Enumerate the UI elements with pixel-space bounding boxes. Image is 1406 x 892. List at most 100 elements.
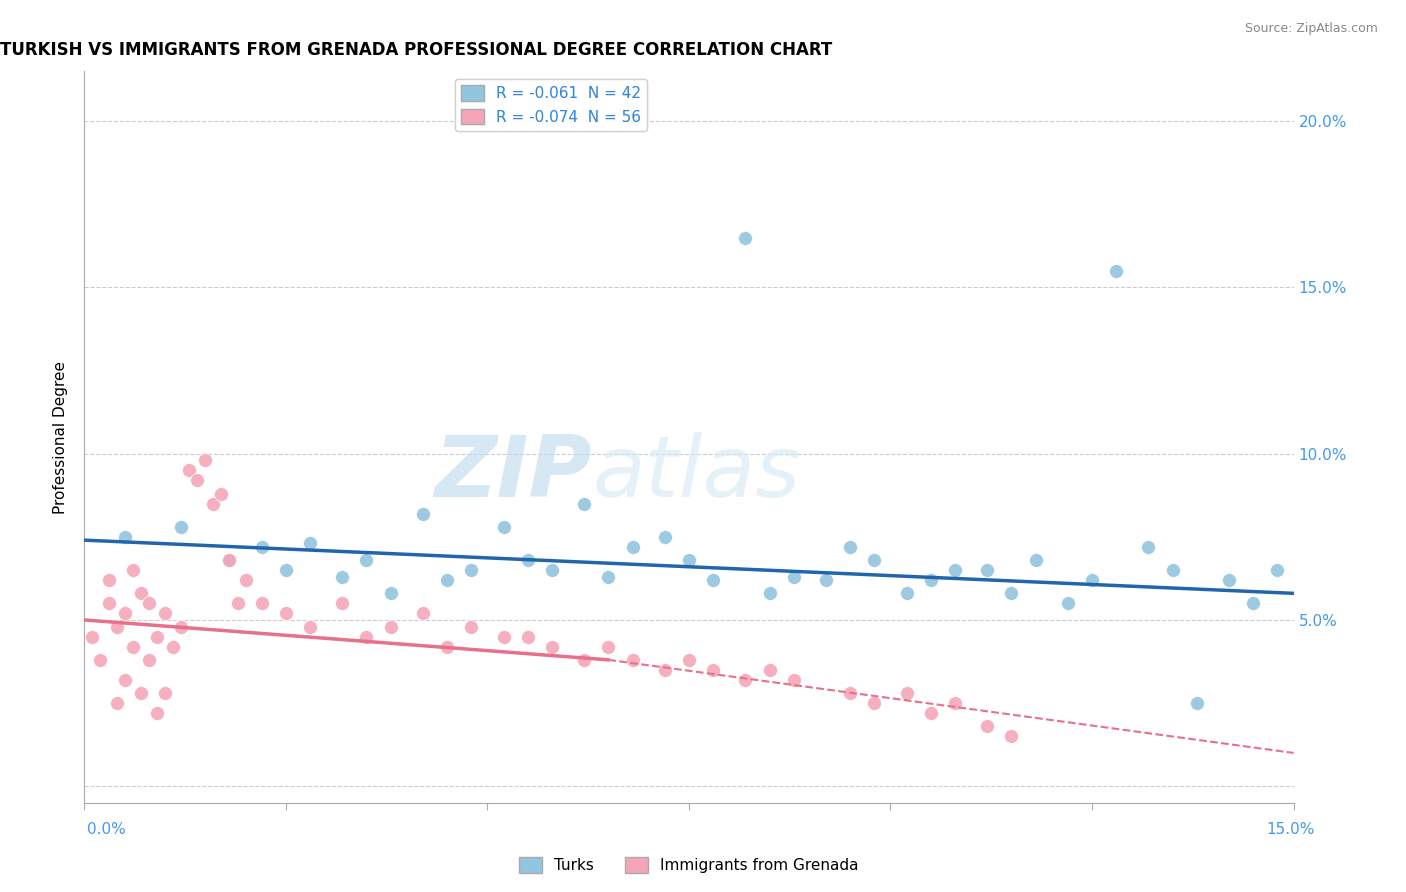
Point	[460, 619, 482, 633]
Point	[146, 706, 169, 720]
Point	[598, 640, 620, 654]
Point	[114, 607, 136, 621]
Point	[783, 570, 806, 584]
Point	[896, 586, 918, 600]
Text: 0.0%: 0.0%	[87, 822, 127, 837]
Point	[436, 573, 458, 587]
Point	[121, 563, 143, 577]
Point	[114, 530, 136, 544]
Point	[492, 630, 515, 644]
Point	[1056, 596, 1078, 610]
Point	[976, 719, 998, 733]
Point	[1000, 586, 1022, 600]
Point	[380, 586, 402, 600]
Point	[1185, 696, 1208, 710]
Point	[218, 553, 240, 567]
Point	[1025, 553, 1047, 567]
Point	[1105, 264, 1128, 278]
Text: ZIP: ZIP	[434, 432, 592, 516]
Point	[863, 696, 886, 710]
Point	[162, 640, 184, 654]
Point	[194, 453, 217, 467]
Point	[138, 596, 160, 610]
Point	[541, 640, 564, 654]
Point	[330, 570, 353, 584]
Point	[153, 686, 176, 700]
Point	[250, 540, 273, 554]
Point	[943, 696, 966, 710]
Point	[1000, 729, 1022, 743]
Point	[186, 473, 208, 487]
Point	[209, 486, 232, 500]
Point	[170, 520, 193, 534]
Point	[250, 596, 273, 610]
Point	[654, 530, 676, 544]
Point	[654, 663, 676, 677]
Point	[516, 553, 538, 567]
Point	[121, 640, 143, 654]
Point	[598, 570, 620, 584]
Point	[153, 607, 176, 621]
Point	[814, 573, 837, 587]
Text: Source: ZipAtlas.com: Source: ZipAtlas.com	[1244, 22, 1378, 36]
Point	[976, 563, 998, 577]
Legend: R = -0.061  N = 42, R = -0.074  N = 56: R = -0.061 N = 42, R = -0.074 N = 56	[454, 79, 647, 131]
Point	[412, 607, 434, 621]
Point	[105, 619, 128, 633]
Point	[179, 463, 201, 477]
Point	[299, 619, 322, 633]
Point	[863, 553, 886, 567]
Point	[621, 653, 644, 667]
Point	[436, 640, 458, 654]
Point	[702, 573, 724, 587]
Point	[129, 686, 152, 700]
Text: atlas: atlas	[592, 432, 800, 516]
Point	[1137, 540, 1160, 554]
Point	[129, 586, 152, 600]
Point	[896, 686, 918, 700]
Point	[920, 573, 942, 587]
Point	[202, 497, 225, 511]
Point	[702, 663, 724, 677]
Point	[734, 230, 756, 244]
Point	[356, 630, 378, 644]
Point	[492, 520, 515, 534]
Point	[1081, 573, 1104, 587]
Point	[621, 540, 644, 554]
Point	[226, 596, 249, 610]
Point	[783, 673, 806, 687]
Point	[516, 630, 538, 644]
Y-axis label: Professional Degree: Professional Degree	[53, 360, 69, 514]
Point	[541, 563, 564, 577]
Point	[299, 536, 322, 550]
Point	[839, 540, 862, 554]
Point	[920, 706, 942, 720]
Point	[97, 573, 120, 587]
Point	[412, 507, 434, 521]
Point	[572, 653, 595, 667]
Point	[758, 663, 780, 677]
Point	[839, 686, 862, 700]
Point	[356, 553, 378, 567]
Point	[146, 630, 169, 644]
Point	[218, 553, 240, 567]
Point	[82, 630, 104, 644]
Point	[235, 573, 257, 587]
Point	[1267, 563, 1289, 577]
Point	[330, 596, 353, 610]
Point	[734, 673, 756, 687]
Point	[97, 596, 120, 610]
Point	[1241, 596, 1264, 610]
Point	[943, 563, 966, 577]
Point	[170, 619, 193, 633]
Text: 15.0%: 15.0%	[1267, 822, 1315, 837]
Point	[89, 653, 111, 667]
Point	[138, 653, 160, 667]
Text: TURKISH VS IMMIGRANTS FROM GRENADA PROFESSIONAL DEGREE CORRELATION CHART: TURKISH VS IMMIGRANTS FROM GRENADA PROFE…	[0, 41, 832, 59]
Point	[380, 619, 402, 633]
Point	[274, 563, 297, 577]
Point	[274, 607, 297, 621]
Point	[1218, 573, 1240, 587]
Point	[678, 653, 700, 667]
Point	[758, 586, 780, 600]
